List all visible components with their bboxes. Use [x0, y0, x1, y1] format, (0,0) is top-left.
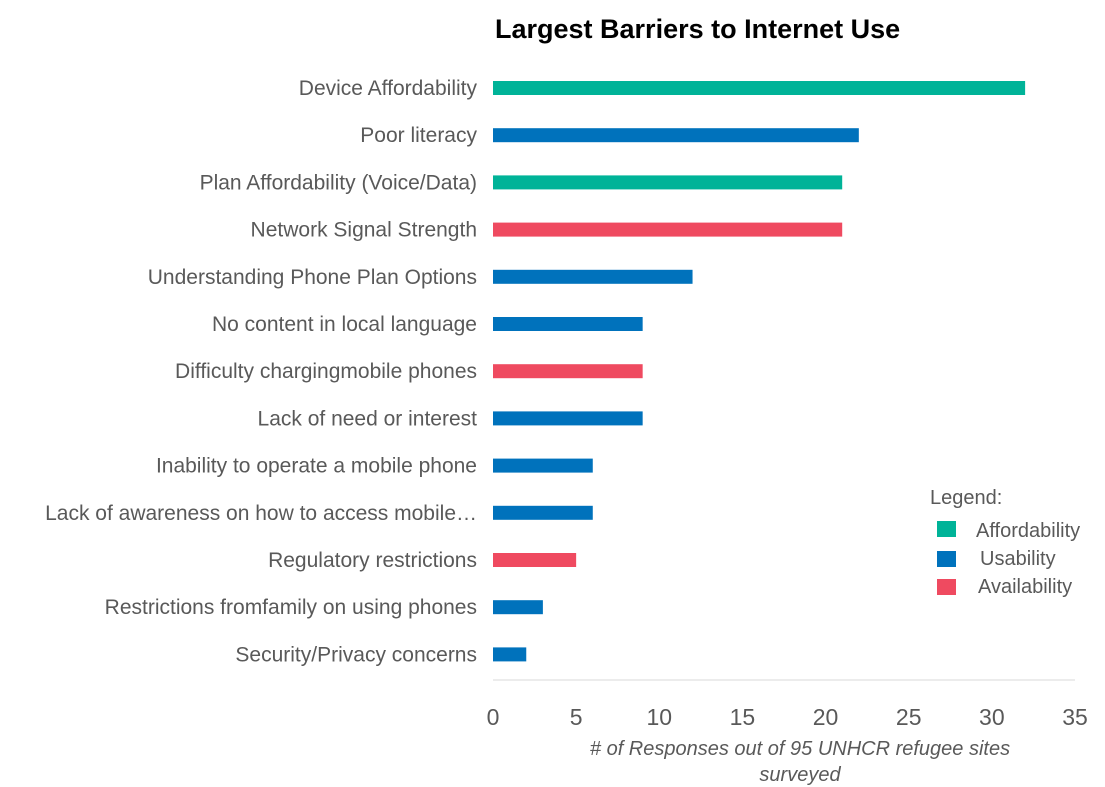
x-tick-label-25: 25 [896, 704, 922, 730]
category-label-difficulty-chargingmobile-phones: Difficulty chargingmobile phones [175, 360, 477, 383]
bar-security-privacy-concerns [493, 647, 527, 662]
bars-group [493, 81, 1026, 662]
category-label-security-privacy-concerns: Security/Privacy concerns [235, 643, 477, 666]
x-axis-label-line-1: # of Responses out of 95 UNHCR refugee s… [590, 738, 1010, 760]
x-tick-label-20: 20 [813, 704, 839, 730]
category-label-understanding-phone-plan-options: Understanding Phone Plan Options [148, 266, 477, 289]
bar-network-signal-strength [493, 222, 843, 237]
legend-swatch-availability [937, 579, 956, 595]
bar-understanding-phone-plan-options [493, 269, 693, 284]
category-label-regulatory-restrictions: Regulatory restrictions [268, 549, 477, 572]
x-tick-label-10: 10 [646, 704, 672, 730]
category-label-poor-literacy: Poor literacy [360, 124, 477, 147]
x-tick-labels: 0 5 10 15 20 25 30 35 [487, 704, 1088, 730]
legend-swatch-affordability [937, 521, 956, 537]
x-tick-label-5: 5 [570, 704, 583, 730]
bar-plan-affordability-voice-data [493, 175, 843, 190]
legend-label-usability: Usability [980, 548, 1056, 570]
bar-lack-of-need-or-interest [493, 411, 643, 426]
legend-label-affordability: Affordability [976, 520, 1080, 542]
x-axis-label-line-2: surveyed [759, 764, 841, 786]
category-label-network-signal-strength: Network Signal Strength [251, 219, 477, 242]
category-labels: Device Affordability Poor literacy Plan Af… [45, 77, 477, 666]
chart-title: Largest Barriers to Internet Use [495, 14, 900, 44]
legend-swatch-usability [937, 551, 956, 567]
category-label-inability-to-operate-a-mobile-phone: Inability to operate a mobile phone [156, 455, 477, 478]
category-label-lack-of-awareness-on-how-to-access-mobile: Lack of awareness on how to access mobil… [45, 502, 477, 525]
legend-label-availability: Availability [978, 576, 1072, 598]
bar-restrictions-fromfamily-on-using-phones [493, 600, 543, 615]
category-label-restrictions-fromfamily-on-using-phones: Restrictions fromfamily on using phones [105, 596, 477, 619]
x-tick-label-0: 0 [487, 704, 500, 730]
bar-inability-to-operate-a-mobile-phone [493, 458, 593, 473]
category-label-device-affordability: Device Affordability [299, 77, 478, 100]
bar-no-content-in-local-language [493, 317, 643, 331]
bar-poor-literacy [493, 128, 859, 143]
bar-lack-of-awareness-on-how-to-access-mobile [493, 505, 593, 520]
x-tick-label-35: 35 [1062, 704, 1088, 730]
x-tick-label-15: 15 [730, 704, 756, 730]
category-label-no-content-in-local-language: No content in local language [212, 313, 477, 336]
bar-device-affordability [493, 81, 1026, 95]
x-tick-label-30: 30 [979, 704, 1005, 730]
bar-regulatory-restrictions [493, 553, 577, 567]
category-label-plan-affordability-voice-data: Plan Affordability (Voice/Data) [200, 171, 477, 194]
bar-difficulty-chargingmobile-phones [493, 364, 643, 379]
category-label-lack-of-need-or-interest: Lack of need or interest [258, 407, 478, 430]
legend: Legend: Affordability Usability Availabi… [930, 487, 1080, 598]
legend-title: Legend: [930, 487, 1002, 509]
